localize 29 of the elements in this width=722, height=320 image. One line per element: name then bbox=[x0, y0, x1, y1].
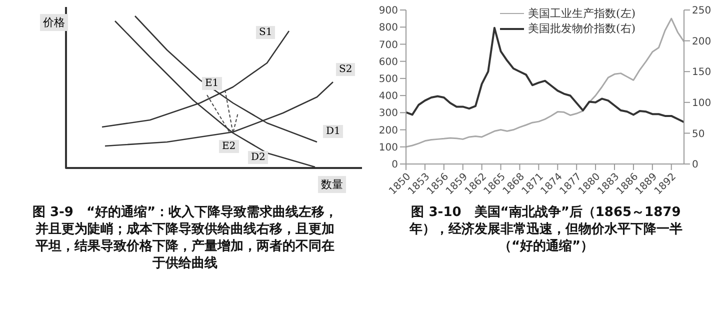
y-tick-label: 500 bbox=[378, 74, 398, 85]
text: 数量 bbox=[318, 176, 346, 193]
y-tick-label: 0 bbox=[392, 160, 398, 171]
y-tick-label: 300 bbox=[378, 108, 398, 120]
text: E2 bbox=[219, 140, 239, 153]
text: S1 bbox=[256, 26, 276, 39]
y2-tick-label: 100 bbox=[692, 98, 712, 109]
y-tick-label: 800 bbox=[378, 22, 398, 34]
text: E1 bbox=[202, 77, 222, 90]
y-tick-label: 400 bbox=[378, 91, 398, 102]
text: 价格 bbox=[40, 14, 68, 31]
line-series bbox=[406, 18, 684, 148]
text: D1 bbox=[323, 125, 344, 138]
y2-tick-label: 200 bbox=[692, 36, 712, 48]
text: 图 3-10 美国“南北战争”后（1865～1879 年），经济发展非常迅速，但物价水平下降一半（“好的通缩”） bbox=[408, 204, 684, 255]
y2-tick-label: 50 bbox=[692, 128, 705, 140]
y-tick-label: 200 bbox=[378, 125, 398, 136]
y2-tick-label: 150 bbox=[692, 67, 712, 78]
y-tick-label: 700 bbox=[378, 40, 398, 51]
y-tick-label: 100 bbox=[378, 142, 398, 154]
y-tick-label: 900 bbox=[378, 6, 398, 17]
text: D2 bbox=[248, 151, 268, 164]
legend-label: 美国工业生产指数(左) bbox=[528, 6, 636, 21]
y2-tick-label: 250 bbox=[692, 6, 712, 17]
y-tick-label: 600 bbox=[378, 56, 398, 68]
legend-label: 美国批发物价指数(右) bbox=[528, 21, 636, 36]
text: S2 bbox=[336, 63, 356, 76]
y2-tick-label: 0 bbox=[692, 160, 698, 171]
text: 图 3-9 “好的通缩”：收入下降导致需求曲线左移，并且更为陡峭；成本下降导致供给曲线右移，且更加平坦，结果导致价格下降，产量增加，两者的不同在于供给曲线 bbox=[31, 204, 339, 272]
